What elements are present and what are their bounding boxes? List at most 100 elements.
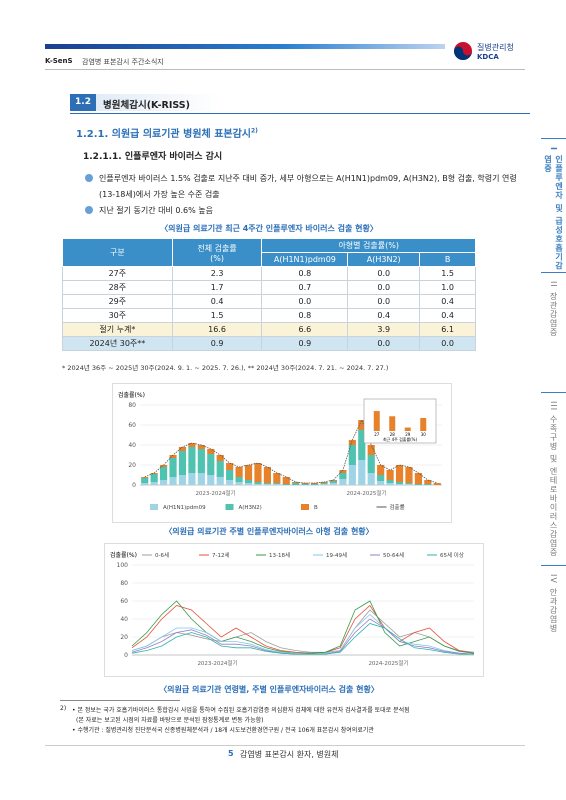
chart-frame: [104, 543, 484, 677]
bar-segment: [254, 482, 262, 484]
bar-segment: [329, 480, 338, 481]
header-rule: [45, 69, 525, 70]
table-cell: 29주: [62, 294, 173, 309]
legend-swatch: [150, 504, 158, 510]
bar-segment: [386, 483, 394, 485]
bar-segment: [244, 465, 253, 480]
top-bar: [45, 44, 445, 49]
bar-segment: [150, 482, 158, 485]
table-cell: 0.0: [347, 266, 421, 281]
y-tick-label: 60: [128, 422, 136, 429]
table-cell: 30주: [62, 308, 173, 323]
legend-label: 50-64세: [383, 551, 404, 559]
bar-segment: [263, 483, 271, 484]
legend-label: 검출률: [390, 503, 405, 511]
table-cell: 0.0: [419, 336, 476, 351]
bar-segment: [358, 460, 366, 485]
y-tick-label: 40: [120, 616, 128, 623]
bar-segment: [235, 467, 243, 477]
legend-label: B: [314, 505, 318, 511]
table-cell: 1.5: [419, 266, 476, 281]
bullet-icon: [85, 206, 93, 214]
bar-segment: [273, 484, 281, 485]
inset-tick-label: 27: [374, 432, 380, 437]
bar-segment: [207, 449, 215, 454]
sidebar-tab: IV 안과감염병: [541, 565, 566, 655]
tab-label: 인플루엔자 및 급성호흡기감염증: [543, 154, 564, 271]
bar-segment: [301, 483, 309, 484]
subsection-text: 1.2.1. 의원급 의료기관 병원체 표본감시: [76, 129, 251, 140]
footnote-mark: 2): [60, 705, 67, 712]
bar-segment: [178, 475, 187, 485]
bar-segment: [254, 463, 262, 482]
bar-segment: [377, 475, 385, 481]
legend-label: 65세 이상: [440, 551, 464, 559]
bar-segment: [424, 480, 432, 484]
bar-segment: [160, 480, 168, 485]
bullet-text: 인플루엔자 바이러스 1.5% 검출로 지난주 대비 증가, 세부 아형으로는 …: [99, 174, 517, 199]
bar-segment: [263, 484, 271, 485]
table-cell: 절기 누계*: [62, 322, 173, 337]
sidebar-tab: II 장관감염증: [541, 272, 566, 392]
legend-label: A(H3N2): [239, 505, 262, 511]
table-cell: 2.3: [171, 266, 263, 281]
legend-swatch: [301, 504, 309, 510]
bar-segment: [141, 483, 149, 485]
bar-segment: [386, 470, 394, 480]
bullet-icon: [85, 174, 93, 182]
bar-segment: [226, 470, 234, 480]
y-tick-label: 20: [128, 462, 136, 469]
bullet: 인플루엔자 바이러스 1.5% 검출로 지난주 대비 증가, 세부 아형으로는 …: [85, 171, 529, 203]
bar-segment: [348, 445, 356, 465]
table-row: 30주 1.5 0.8 0.4 0.4: [62, 308, 476, 323]
bar-segment: [141, 478, 149, 483]
bar-segment: [254, 484, 262, 485]
chart-age: 검출률(%) 0 20 40 60 80 100 2023-2024절기 2024-2025절기…: [104, 543, 484, 677]
y-tick-label: 80: [128, 402, 136, 409]
bar-segment: [273, 473, 281, 483]
table-cell: 0.8: [261, 266, 349, 281]
tab-num: II: [549, 281, 558, 288]
table-subheader: A(H3N2): [347, 252, 421, 267]
bar-segment: [244, 483, 253, 485]
bar-segment: [188, 443, 196, 447]
bar-segment: [197, 445, 205, 449]
bar-segment: [405, 467, 413, 483]
bar-segment: [358, 420, 366, 430]
table-header: 구분: [62, 238, 173, 267]
tab-label: 장관감염증: [549, 291, 558, 337]
bar-segment: [329, 483, 338, 485]
bar-segment: [311, 484, 319, 485]
y-tick-label: 40: [128, 442, 136, 449]
bar-segment: [188, 447, 196, 473]
bar-segment: [339, 470, 347, 473]
bar-segment: [301, 484, 309, 485]
table-cell: 1.0: [419, 280, 476, 295]
y-tick-label: 80: [120, 580, 128, 587]
bar-segment: [395, 484, 404, 485]
y-tick-label: 20: [120, 634, 128, 641]
bar-segment: [216, 455, 224, 461]
bar-segment: [395, 465, 404, 482]
sidebar-tab: I 인플루엔자 및 급성호흡기감염증: [541, 138, 566, 272]
table-cell: 0.0: [261, 294, 349, 309]
tab-num: III: [549, 401, 558, 412]
bar-segment: [169, 477, 177, 485]
bar-segment: [414, 484, 422, 485]
tab-label: 수족구병 및 엔테로바이러스감염증: [549, 415, 558, 558]
y-tick-label: 60: [120, 598, 128, 605]
bar-segment: [197, 449, 205, 473]
bar-segment: [348, 440, 356, 445]
agency-en: KDCA: [477, 53, 499, 61]
table: 구분 전체 검출률 (%) 아형별 검출률(%) A(H1N1)pdm09 A(H3N…: [62, 238, 476, 351]
tab-label: 안과감염병: [549, 587, 558, 633]
bar-segment: [188, 473, 196, 485]
bar-segment: [329, 481, 338, 483]
table-subheader: B: [419, 252, 476, 267]
legend-label: 13-18세: [269, 551, 290, 559]
table-cell: 0.9: [261, 336, 349, 351]
table-header: 전체 검출률 (%): [171, 238, 263, 267]
bar-segment: [244, 480, 253, 483]
table-cell: 27주: [62, 266, 173, 281]
y-axis-label: 검출률(%): [110, 551, 137, 559]
